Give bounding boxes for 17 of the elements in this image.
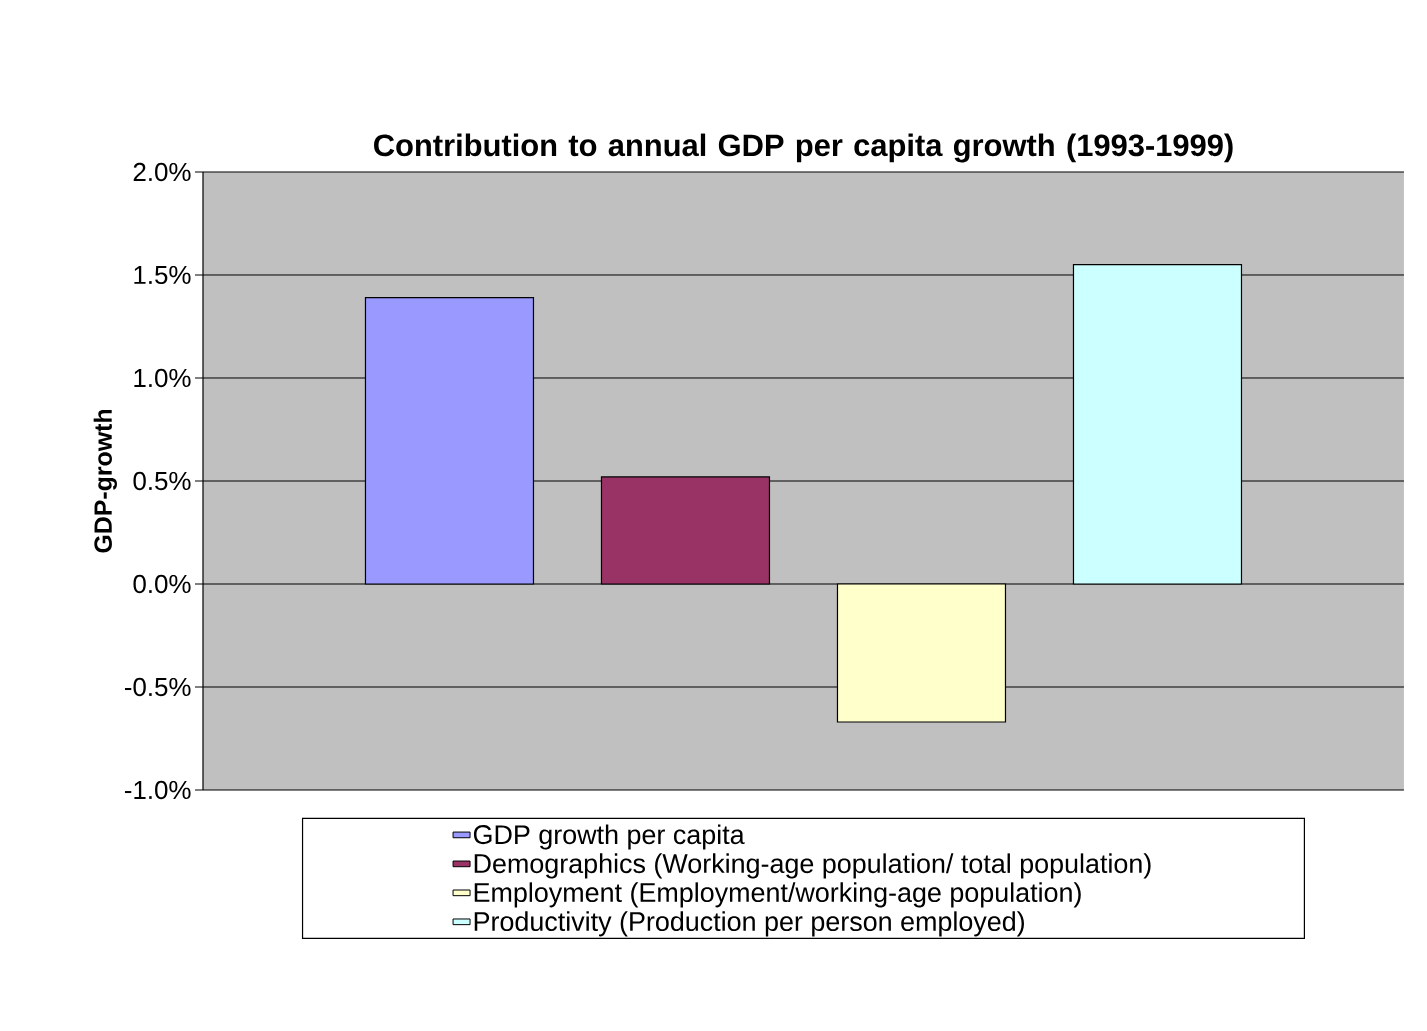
y-tick-label: 1.0% bbox=[134, 368, 191, 388]
legend-label: Productivity (Production per person employed) bbox=[474, 911, 1024, 937]
y-tick-label: 1.5% bbox=[134, 265, 191, 285]
legend-label: Demographics (Working-age population/ total population) bbox=[474, 853, 1151, 879]
y-tick-label: 0.5% bbox=[133, 471, 191, 491]
y-tick-label: 2.0% bbox=[133, 162, 191, 182]
chart-title: Contribution to annual GDP per capita growth (1993-1999) bbox=[374, 133, 1233, 163]
y-axis-title: GDP-growth bbox=[93, 409, 117, 553]
y-tick-label: -1.0% bbox=[124, 780, 191, 800]
bar bbox=[600, 476, 771, 585]
bar bbox=[1072, 264, 1243, 585]
legend-label: GDP growth per capita bbox=[473, 824, 745, 850]
y-tick-label: 0.0% bbox=[133, 574, 191, 594]
bar bbox=[364, 297, 535, 585]
bar bbox=[836, 583, 1007, 723]
legend-label: Employment (Employment/working-age population) bbox=[474, 882, 1081, 908]
y-tick-label: -0.5% bbox=[124, 677, 191, 697]
